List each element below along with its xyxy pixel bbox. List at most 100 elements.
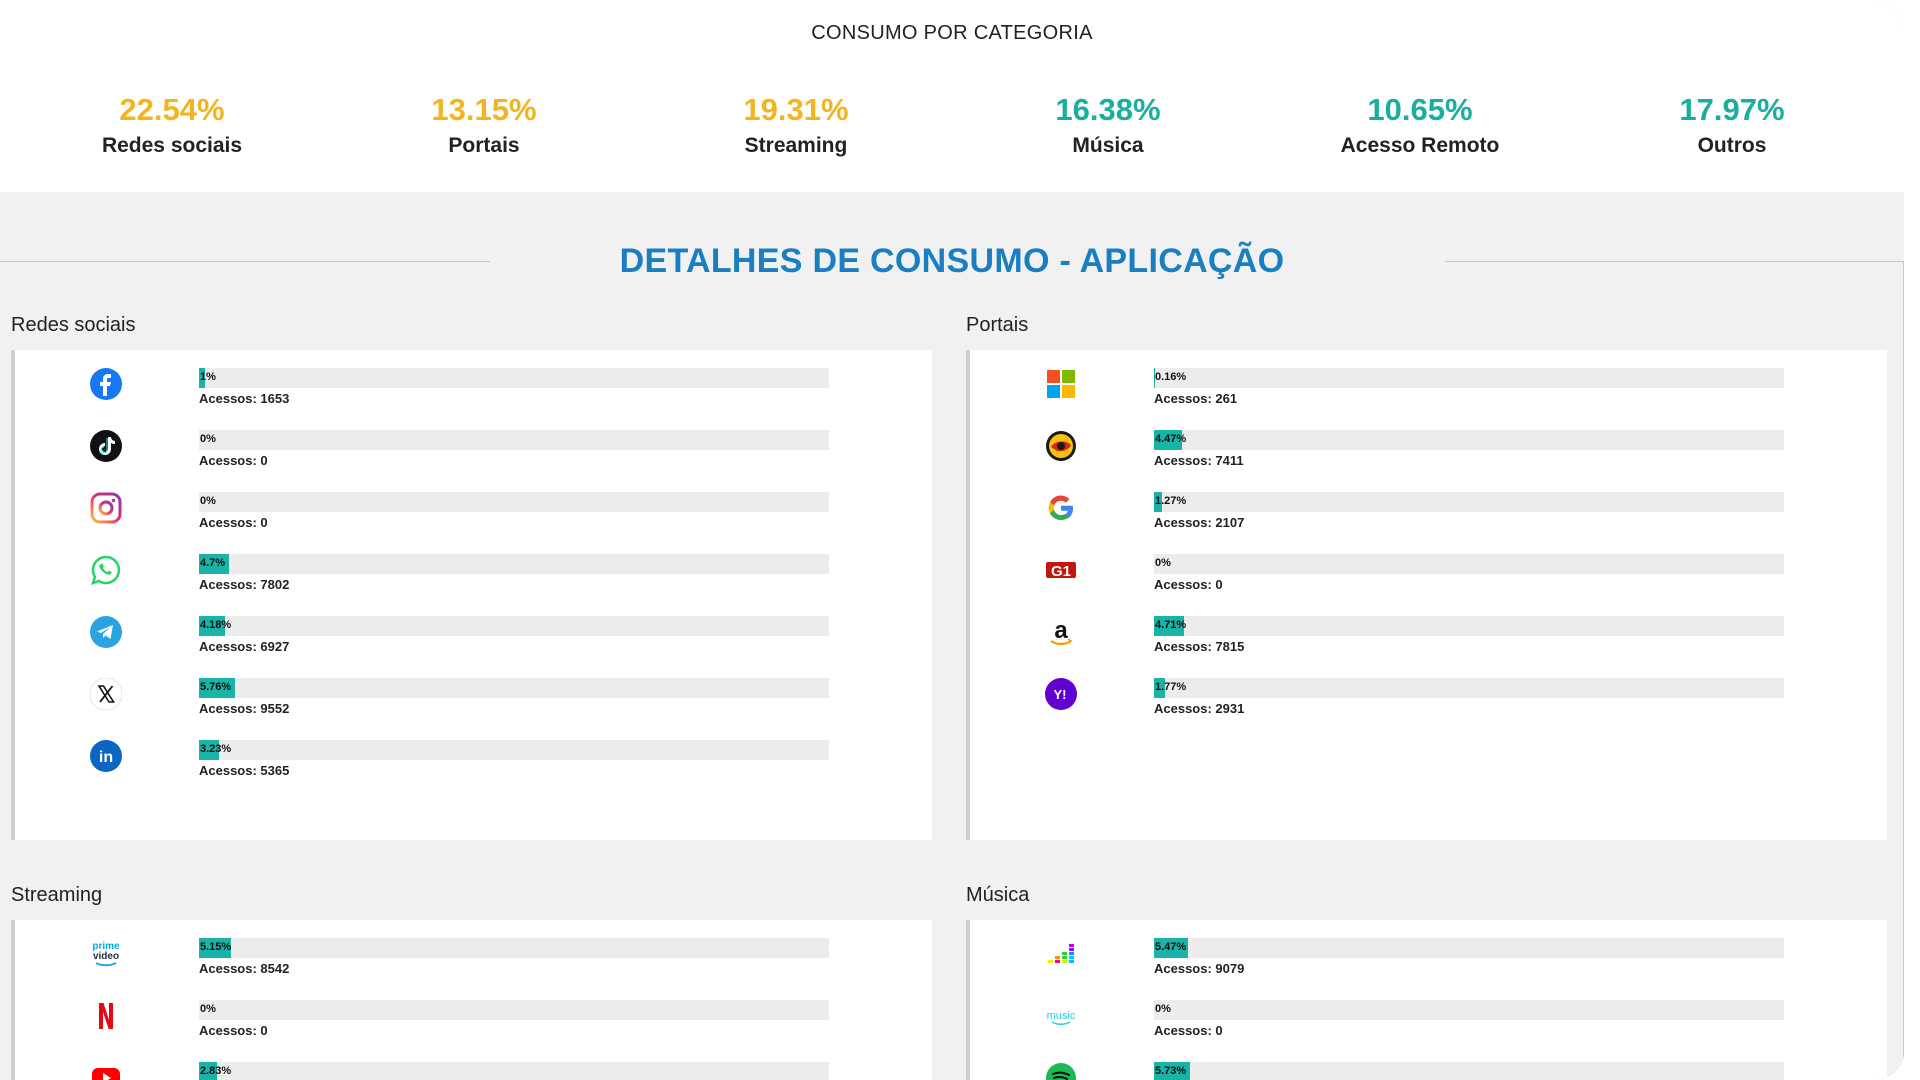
usage-percent: 1% — [200, 371, 216, 383]
usage-bar-fill — [1154, 616, 1184, 636]
usage-percent: 0% — [200, 433, 216, 445]
usage-bar: 4.7% — [199, 554, 829, 574]
access-count: Acessos: 261 — [1154, 391, 1238, 406]
stat-musica: 16.38% Música — [952, 92, 1264, 158]
usage-bar-fill — [199, 678, 236, 698]
svg-text:in: in — [99, 749, 113, 766]
usage-bar-fill — [199, 554, 229, 574]
usage-percent: 0.16% — [1155, 371, 1187, 383]
section-divider-left — [0, 261, 490, 262]
usage-bar: 5.76% — [199, 678, 829, 698]
amazon-music-icon: music — [1045, 1000, 1077, 1032]
usage-bar: 0.16% — [1154, 368, 1784, 388]
usage-percent: 4.18% — [200, 619, 232, 631]
stat-acesso-remoto: 10.65% Acesso Remoto — [1264, 92, 1576, 158]
app-row: 2.83% — [15, 1062, 932, 1080]
access-count: Acessos: 7815 — [1154, 639, 1245, 654]
app-row: 5.73% — [970, 1062, 1887, 1080]
usage-bar-fill — [1154, 492, 1162, 512]
stat-label: Acesso Remoto — [1340, 134, 1500, 157]
app-row: 5.47% Acessos: 9079 — [970, 938, 1887, 996]
summary-title: CONSUMO POR CATEGORIA — [811, 22, 1093, 44]
usage-percent: 0% — [200, 495, 216, 507]
usage-percent: 5.76% — [200, 681, 232, 693]
usage-percent: 5.73% — [1155, 1065, 1187, 1077]
x-icon — [90, 678, 122, 710]
usage-percent: 0% — [200, 1003, 216, 1015]
app-row: 4.47% Acessos: 7411 — [970, 430, 1887, 488]
usage-bar-fill — [199, 938, 232, 958]
app-row: music 0% Acessos: 0 — [970, 1000, 1887, 1058]
netflix-icon — [90, 1000, 122, 1032]
usage-bar: 5.73% — [1154, 1062, 1784, 1080]
details-title: DETALHES DE CONSUMO - APLICAÇÃO — [619, 242, 1285, 280]
usage-bar: 3.23% — [199, 740, 829, 760]
microsoft-icon — [1045, 368, 1077, 400]
app-row: Y! 1.77% Acessos: 2931 — [970, 678, 1887, 736]
usage-bar: 4.18% — [199, 616, 829, 636]
yahoo-icon: Y! — [1045, 678, 1077, 710]
usage-percent: 0% — [1155, 1003, 1171, 1015]
stat-label: Redes sociais — [101, 134, 243, 157]
usage-percent: 1.77% — [1155, 681, 1187, 693]
panel-portais: 0.16% Acessos: 261 4.47% Acessos: 7411 1.27%… — [966, 350, 1887, 840]
svg-text:prime: prime — [92, 941, 120, 952]
panel-redes-sociais: 1% Acessos: 1653 0% Acessos: 0 0% Acessos: 0 4… — [11, 350, 932, 840]
uol-icon — [1045, 430, 1077, 462]
svg-text:G1: G1 — [1051, 563, 1071, 580]
usage-bar-fill — [1154, 938, 1189, 958]
usage-bar: 0% — [199, 430, 829, 450]
panel-musica: 5.47% Acessos: 9079 music 0% Acessos: 0 5.73% — [966, 920, 1887, 1080]
whatsapp-icon — [90, 554, 122, 586]
app-row: 1.27% Acessos: 2107 — [970, 492, 1887, 550]
panel-title-musica: Música — [966, 884, 1030, 906]
usage-percent: 4.71% — [1155, 619, 1187, 631]
usage-percent: 3.23% — [200, 743, 232, 755]
access-count: Acessos: 9552 — [199, 701, 290, 716]
svg-text:Y!: Y! — [1054, 687, 1067, 702]
access-count: Acessos: 1653 — [199, 391, 290, 406]
usage-bar: 0% — [1154, 1000, 1784, 1020]
svg-text:music: music — [1047, 1010, 1076, 1022]
app-row: 4.7% Acessos: 7802 — [15, 554, 932, 612]
app-row: 0% Acessos: 0 — [15, 430, 932, 488]
usage-bar-fill — [1154, 1062, 1191, 1080]
usage-percent: 5.15% — [200, 941, 232, 953]
instagram-icon — [90, 492, 122, 524]
usage-bar: 0% — [199, 492, 829, 512]
amazon-icon: a — [1045, 616, 1077, 648]
usage-bar: 2.83% — [199, 1062, 829, 1080]
usage-percent: 1.27% — [1155, 495, 1187, 507]
category-summary-panel: CONSUMO POR CATEGORIA 22.54% Redes socia… — [0, 0, 1904, 192]
usage-bar: 1% — [199, 368, 829, 388]
prime-video-icon: prime video — [90, 938, 122, 970]
usage-bar: 4.71% — [1154, 616, 1784, 636]
usage-percent: 5.47% — [1155, 941, 1187, 953]
panel-title-portais: Portais — [966, 314, 1029, 336]
stat-outros: 17.97% Outros — [1576, 92, 1888, 158]
app-row: a 4.71% Acessos: 7815 — [970, 616, 1887, 674]
google-icon — [1045, 492, 1077, 524]
stat-value: 16.38% — [1055, 92, 1161, 127]
usage-bar-fill — [199, 740, 220, 760]
usage-bar-fill — [199, 368, 206, 388]
app-row: 4.18% Acessos: 6927 — [15, 616, 932, 674]
usage-percent: 0% — [1155, 557, 1171, 569]
svg-text:a: a — [1054, 617, 1068, 644]
usage-percent: 4.7% — [200, 557, 226, 569]
access-count: Acessos: 6927 — [199, 639, 290, 654]
app-row: 0% Acessos: 0 — [15, 1000, 932, 1058]
panel-title-streaming: Streaming — [11, 884, 103, 906]
section-divider-edge — [1903, 261, 1904, 1080]
stat-label: Portais — [448, 134, 520, 157]
access-count: Acessos: 7411 — [1154, 453, 1244, 468]
access-count: Acessos: 2931 — [1154, 701, 1245, 716]
usage-bar: 5.15% — [199, 938, 829, 958]
stat-redes-sociais: 22.54% Redes sociais — [16, 92, 328, 158]
app-row: 1% Acessos: 1653 — [15, 368, 932, 426]
usage-bar: 5.47% — [1154, 938, 1784, 958]
tiktok-icon — [90, 430, 122, 462]
access-count: Acessos: 0 — [1154, 1023, 1223, 1038]
linkedin-icon: in — [90, 740, 122, 772]
